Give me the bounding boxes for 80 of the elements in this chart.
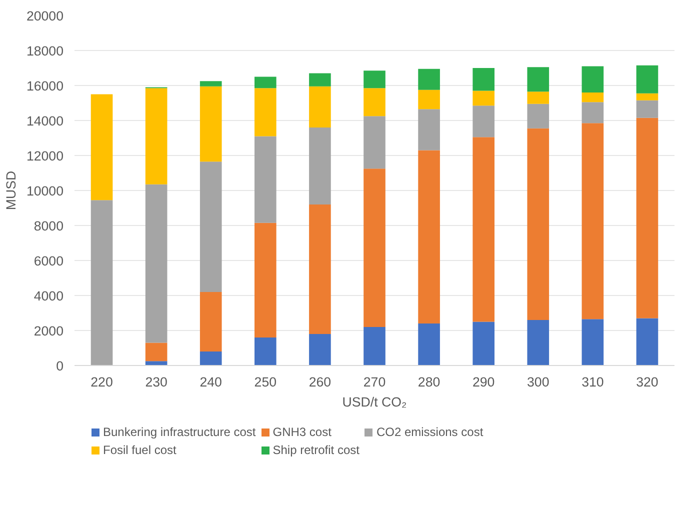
bar: [364, 168, 386, 327]
bar: [582, 66, 604, 92]
bar: [364, 116, 386, 169]
bar: [254, 338, 276, 366]
legend-label: Ship retrofit cost: [272, 443, 360, 457]
bar: [418, 68, 440, 90]
bar: [254, 222, 276, 338]
y-tick-label: 4000: [34, 288, 64, 304]
bar: [145, 184, 168, 343]
bar: [527, 104, 550, 128]
bar: [364, 327, 386, 366]
y-tick-label: 10000: [26, 184, 64, 198]
bar: [418, 90, 440, 110]
bar: [636, 118, 658, 318]
x-tick-label: 310: [582, 374, 604, 390]
bar: [145, 88, 168, 184]
bar: [636, 100, 658, 118]
bar: [309, 334, 331, 366]
bar: [636, 93, 658, 100]
y-tick-label: 16000: [26, 78, 64, 94]
bar: [145, 342, 168, 362]
bar: [582, 123, 604, 320]
x-tick-label: 290: [472, 374, 495, 390]
y-tick-label: 6000: [34, 254, 64, 268]
bar: [418, 150, 440, 324]
bar: [200, 86, 222, 162]
bar: [145, 361, 168, 366]
bar: [364, 70, 386, 88]
bar: [527, 128, 550, 320]
bar: [254, 136, 276, 223]
bar: [472, 137, 494, 322]
bar: [636, 65, 658, 94]
y-tick-label: 8000: [34, 218, 64, 234]
bar: [309, 128, 331, 204]
y-tick-label: 12000: [26, 148, 64, 164]
x-tick-label: 270: [363, 374, 386, 390]
legend-label: GNH3 cost: [272, 425, 332, 439]
x-tick-label: 250: [254, 374, 277, 390]
y-tick-label: 14000: [26, 114, 64, 128]
bar: [472, 68, 494, 91]
x-tick-label: 260: [308, 374, 332, 390]
bar: [418, 109, 440, 150]
bar: [472, 90, 494, 106]
bar: [200, 81, 222, 86]
y-tick-label: 2000: [34, 324, 64, 338]
bar: [472, 322, 494, 366]
legend-label: Fosil fuel cost: [103, 443, 176, 457]
bar: [418, 324, 440, 366]
legend-label: CO2 emissions cost: [376, 425, 484, 439]
bar: [254, 76, 276, 88]
x-axis-title: USD/t CO₂: [342, 394, 407, 410]
y-tick-label: 18000: [26, 44, 64, 58]
bar: [527, 320, 550, 366]
y-tick-label: 0: [56, 358, 64, 374]
bar: [200, 162, 222, 292]
bar: [636, 318, 658, 366]
x-tick-label: 300: [527, 374, 550, 390]
x-tick-label: 230: [145, 374, 168, 390]
bar: [254, 88, 276, 136]
bar: [90, 94, 113, 200]
y-tick-label: 20000: [26, 8, 64, 24]
bar: [527, 92, 550, 104]
bar: [200, 352, 222, 366]
x-tick-label: 240: [200, 374, 222, 390]
bar: [364, 88, 386, 116]
legend-label: Bunkering infrastructure cost: [103, 425, 256, 439]
bar: [527, 67, 550, 92]
bar: [472, 106, 494, 138]
bar: [309, 73, 331, 86]
bar: [200, 292, 222, 352]
bar: [582, 319, 604, 366]
y-axis-title: MUSD: [3, 170, 18, 210]
x-tick-label: 220: [90, 374, 113, 390]
x-tick-label: 320: [636, 374, 658, 390]
bar: [582, 102, 604, 124]
bar: [309, 86, 331, 128]
bar: [90, 200, 113, 366]
x-tick-label: 280: [418, 374, 440, 390]
bar: [582, 92, 604, 102]
bar: [309, 204, 331, 334]
